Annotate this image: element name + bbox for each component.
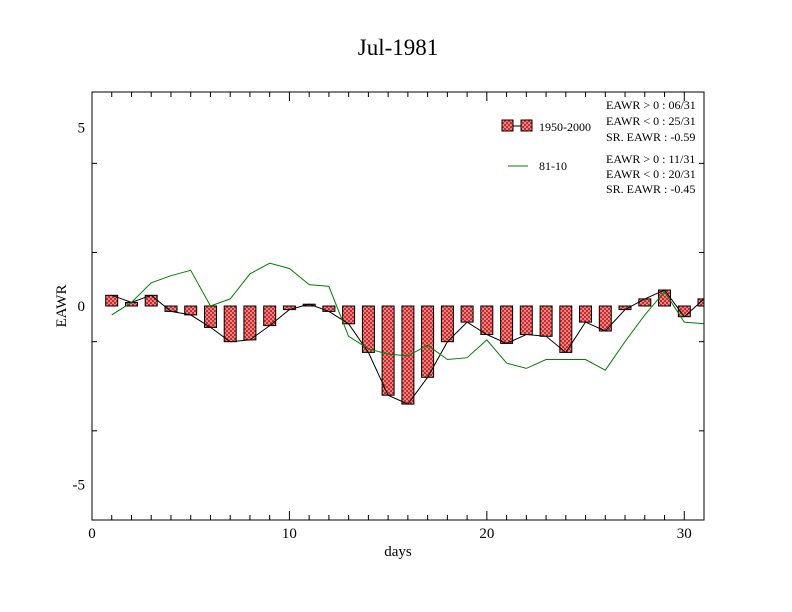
- bar-day-18: [440, 305, 454, 343]
- legend-entry-1950-2000: 1950-2000: [501, 119, 591, 134]
- x-tick-label-20: 20: [479, 526, 494, 542]
- bar-day-14: [361, 305, 375, 353]
- bar-day-5: [184, 305, 198, 316]
- stat-negative-2: EAWR < 0 : 20/31: [606, 167, 696, 181]
- x-tick-label-0: 0: [88, 526, 96, 542]
- x-axis: 0 10 20 30: [88, 92, 692, 542]
- y-tick-label-5: 5: [78, 121, 86, 137]
- bar-day-4: [164, 305, 178, 312]
- stat-sr-2: SR. EAWR : -0.45: [606, 182, 695, 196]
- chart-title: Jul-1981: [358, 35, 439, 60]
- stat-negative-1: EAWR < 0 : 25/31: [606, 114, 696, 128]
- bar-day-21: [500, 305, 514, 344]
- stat-positive-1: EAWR > 0 : 06/31: [606, 98, 696, 112]
- x-tick-label-30: 30: [677, 526, 692, 542]
- plot-frame: [91, 91, 705, 521]
- bar-day-12: [322, 305, 336, 312]
- bar-day-7: [223, 305, 237, 343]
- stats-group-1: EAWR > 0 : 06/31 EAWR < 0 : 25/31 SR. EA…: [606, 98, 696, 144]
- y-axis-label: EAWR: [54, 285, 70, 328]
- legend-label-1950-2000: 1950-2000: [539, 120, 591, 134]
- legend-entry-81-10: 81-10: [508, 159, 567, 173]
- stats-group-2: EAWR > 0 : 11/31 EAWR < 0 : 20/31 SR. EA…: [606, 152, 696, 196]
- bar-day-15: [381, 305, 395, 396]
- x-axis-label: days: [384, 544, 412, 560]
- bar-day-19: [460, 305, 474, 323]
- bar-day-22: [519, 305, 533, 335]
- bar-day-26: [598, 305, 612, 332]
- bar-day-17: [421, 305, 435, 378]
- bar-day-25: [579, 305, 592, 323]
- bar-day-20: [480, 305, 494, 335]
- x-tick-label-10: 10: [282, 526, 297, 542]
- plot-area: [105, 262, 705, 405]
- legend: 1950-2000 81-10: [501, 119, 591, 173]
- y-tick-label-0: 0: [78, 299, 86, 315]
- legend-swatch-right: [520, 119, 533, 132]
- bar-day-10: [282, 305, 296, 311]
- series-line-1950-2000: [111, 289, 705, 405]
- y-tick-label--5: -5: [73, 477, 86, 493]
- legend-swatch-left: [501, 119, 514, 132]
- y-axis: -5 0 5: [73, 121, 704, 521]
- bar-day-8: [243, 305, 257, 341]
- stat-positive-2: EAWR > 0 : 11/31: [606, 152, 695, 166]
- legend-label-81-10: 81-10: [539, 159, 567, 173]
- bar-day-23: [539, 305, 553, 337]
- series-line-81-10: [111, 262, 705, 371]
- bar-day-28: [638, 298, 652, 307]
- stat-sr-1: SR. EAWR : -0.59: [606, 130, 695, 144]
